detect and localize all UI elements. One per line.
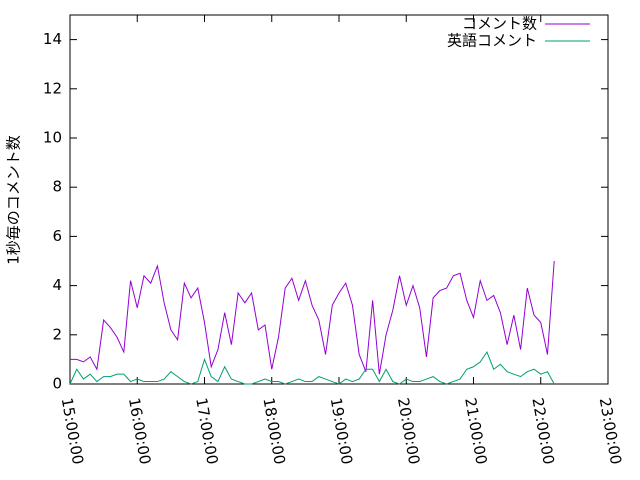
x-tick-label: 22:00:00 [528,396,557,465]
y-tick-label: 2 [52,325,62,343]
legend-label: コメント数 [462,15,537,33]
plot-border [69,14,609,385]
x-tick-label: 18:00:00 [259,396,288,465]
y-tick-label: 12 [43,79,62,97]
x-tick-label: 16:00:00 [125,396,154,465]
y-tick-label: 10 [43,129,62,147]
line-series [70,260,555,375]
x-tick-label: 17:00:00 [192,396,221,465]
y-tick-label: 0 [52,375,62,393]
legend-label: 英語コメント [447,32,537,50]
x-tick-label: 23:00:00 [596,396,625,465]
x-tick-label: 15:00:00 [58,396,87,465]
y-tick-label: 6 [52,227,62,245]
line-series [69,350,555,385]
y-tick-label: 14 [43,30,62,48]
x-tick-label: 21:00:00 [461,396,490,465]
x-tick-label: 19:00:00 [327,396,356,465]
y-tick-label: 8 [52,178,62,196]
x-tick-label: 20:00:00 [394,396,423,465]
y-axis-label: 1秒毎のコメント数 [5,135,23,265]
y-tick-label: 4 [52,276,62,294]
